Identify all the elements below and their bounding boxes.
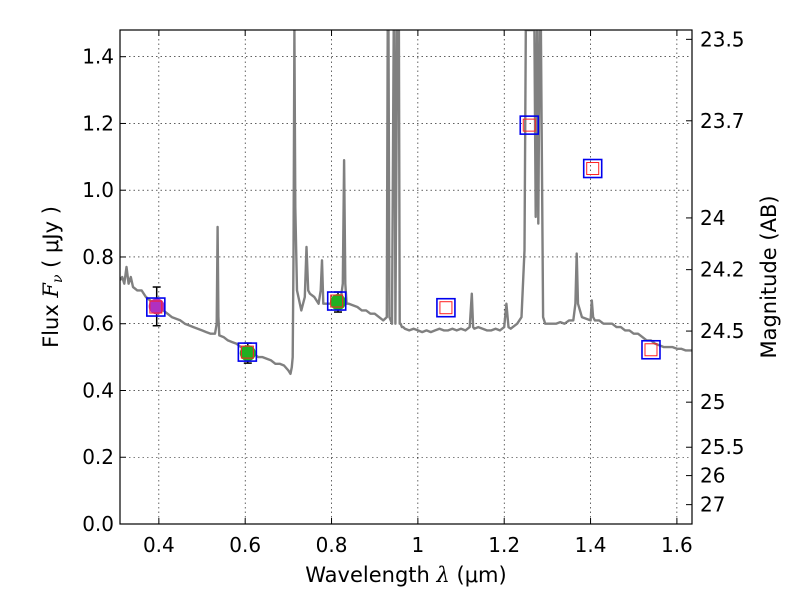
y2-tick-label: 25.5	[700, 435, 745, 459]
y-tick-label: 1.2	[82, 111, 114, 135]
model-point-outer	[519, 115, 540, 135]
grid	[120, 30, 692, 525]
y-tick-label: 1.0	[82, 178, 114, 202]
x-tick-label: 0.8	[316, 533, 348, 557]
y-tick-label: 0.6	[82, 312, 114, 336]
observed-point	[239, 345, 256, 362]
model-point-inner	[330, 294, 344, 308]
y2-tick-label: 23.7	[700, 109, 745, 133]
spectrum-line	[120, 30, 692, 375]
y2-tick-label: 27	[700, 493, 725, 517]
model-point-outer	[146, 297, 166, 317]
y-tick-label: 0.8	[82, 245, 114, 269]
photometry-points	[146, 115, 661, 364]
x-tick-label: 0.6	[229, 533, 261, 557]
model-point-outer	[436, 297, 456, 318]
y2-tick-label: 26	[700, 464, 725, 488]
observed-point	[148, 298, 165, 315]
x-tick-label: 1.4	[575, 533, 607, 557]
plot-frame	[119, 29, 693, 525]
model-point-outer	[237, 342, 258, 362]
y-tick-label: 1.4	[82, 45, 114, 69]
y-tick-label: 0.0	[82, 512, 114, 536]
model-spectrum	[120, 30, 692, 375]
y2-axis-label: Magnitude (AB)	[757, 195, 781, 358]
axis-ticks: 0.4 0.6 0.8 1 1.2 1.4 1.6 0.0 0.2 0.4 0.6 0.8 1.0 1.2…	[82, 27, 744, 557]
model-point-inner	[240, 345, 254, 359]
y2-tick-label: 24.5	[700, 319, 745, 343]
model-point-outer	[582, 158, 603, 179]
y-tick-label: 0.4	[82, 378, 114, 402]
model-point-outer	[326, 291, 347, 311]
x-tick-label: 0.4	[143, 533, 175, 557]
y2-tick-label: 23.5	[700, 27, 745, 51]
x-tick-label: 1	[412, 533, 425, 557]
model-point-inner	[149, 300, 163, 314]
model-point-inner	[522, 118, 536, 132]
observed-point	[330, 294, 347, 311]
y2-tick-label: 25	[700, 390, 725, 414]
y2-tick-label: 24.2	[700, 258, 745, 282]
model-point-inner	[586, 162, 600, 176]
y2-tick-label: 24	[700, 206, 725, 230]
model-point-outer	[641, 339, 661, 360]
y-axis-label: Flux Fν ( μJy )	[39, 206, 66, 348]
model-point-inner	[439, 301, 453, 315]
y-tick-label: 0.2	[82, 445, 114, 469]
model-point-inner	[644, 343, 658, 357]
x-axis-label: Wavelength λ (μm)	[305, 563, 506, 587]
x-tick-label: 1.6	[661, 533, 693, 557]
x-tick-label: 1.2	[488, 533, 520, 557]
